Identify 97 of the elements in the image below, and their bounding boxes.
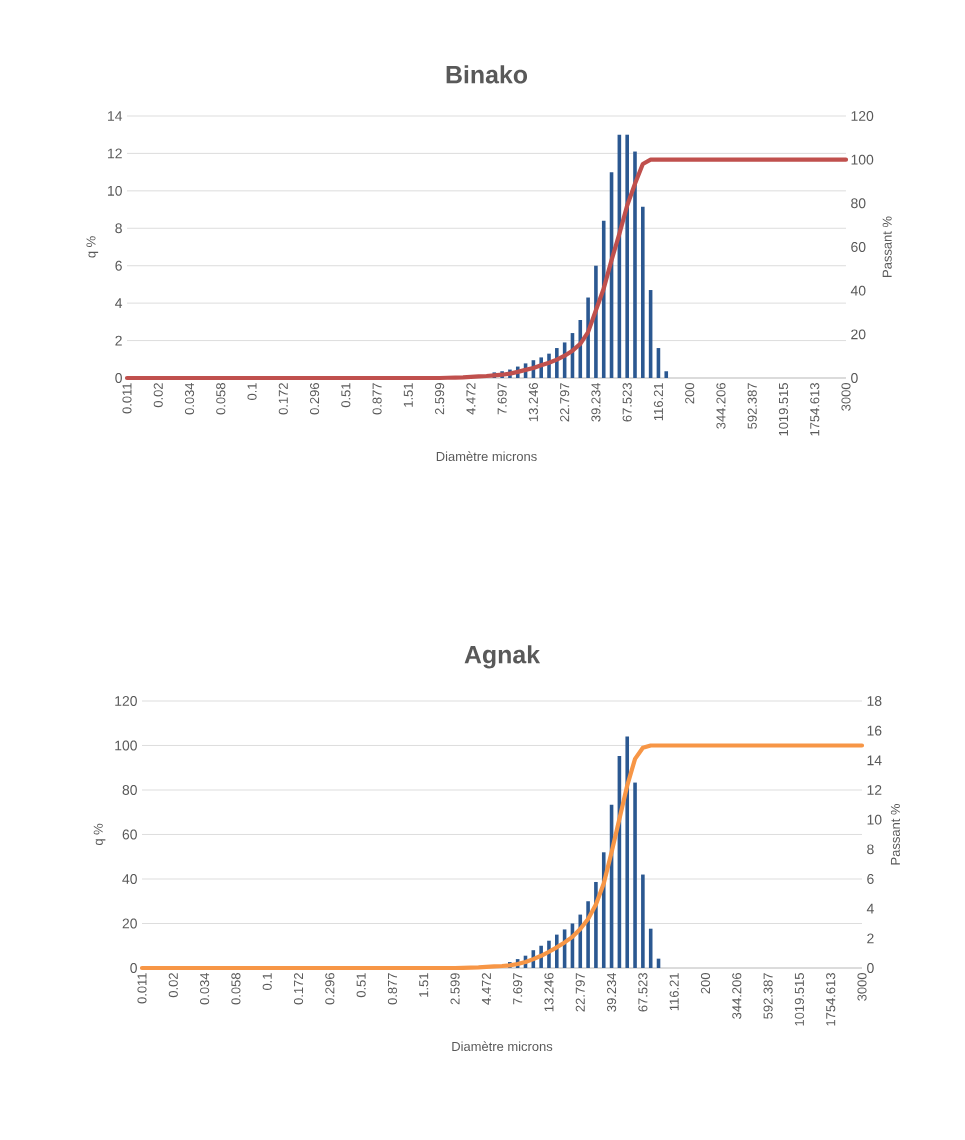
x-tick-label: 0.058 xyxy=(231,973,241,1005)
y2-tick-label: 8 xyxy=(867,844,874,855)
x-tick-label: 200 xyxy=(700,973,711,994)
y2-tick-label: 6 xyxy=(867,874,874,884)
x-tick-label: 39.234 xyxy=(591,382,601,422)
x-tick-label: 22.797 xyxy=(560,383,570,422)
y-tick-label: 12 xyxy=(108,148,122,159)
x-tick-label: 0.058 xyxy=(216,383,226,415)
y-tick-label: 80 xyxy=(122,785,137,795)
y2-tick-label: 16 xyxy=(867,725,882,736)
x-tick-label: 1.51 xyxy=(403,383,413,407)
bar xyxy=(625,134,629,378)
y2-tick-label: 100 xyxy=(851,154,874,165)
x-tick-label: 0.011 xyxy=(137,973,147,1004)
x-axis-title: Diamètre microns xyxy=(452,1041,553,1052)
y2-tick-label: 14 xyxy=(867,755,882,766)
x-tick-label: 592.387 xyxy=(747,383,757,429)
y2-tick-label: 20 xyxy=(851,329,866,340)
y2-tick-label: 4 xyxy=(866,903,874,914)
bar xyxy=(633,782,637,968)
y-tick-label: 100 xyxy=(115,740,137,751)
y2-tick-label: 12 xyxy=(867,785,882,795)
x-tick-label: 0.011 xyxy=(122,383,132,414)
chart-title: Agnak xyxy=(464,645,541,669)
x-tick-label: 67.523 xyxy=(638,973,648,1012)
y-tick-label: 20 xyxy=(122,918,137,929)
x-tick-label: 0.034 xyxy=(184,382,195,415)
y-axis-title: q % xyxy=(93,823,106,846)
x-tick-label: 1754.613 xyxy=(826,973,836,1026)
x-tick-label: 344.206 xyxy=(732,973,742,1019)
y2-tick-label: 0 xyxy=(851,373,858,383)
y-tick-label: 60 xyxy=(122,829,137,840)
y-tick-label: 10 xyxy=(108,185,122,196)
x-tick-label: 0.296 xyxy=(325,973,335,1005)
x-tick-label: 3000 xyxy=(857,973,867,1001)
bar xyxy=(641,874,645,968)
y-tick-label: 4 xyxy=(115,298,123,308)
x-tick-label: 116.21 xyxy=(653,383,664,421)
x-tick-label: 1019.515 xyxy=(794,973,804,1026)
y-tick-label: 120 xyxy=(115,696,137,706)
bar xyxy=(648,928,653,968)
x-tick-label: 344.206 xyxy=(716,383,726,429)
x-tick-label: 1754.613 xyxy=(810,383,820,436)
y2-tick-label: 0 xyxy=(867,963,874,973)
x-tick-label: 13.246 xyxy=(528,383,538,422)
y2-tick-label: 2 xyxy=(867,933,874,944)
y2-tick-label: 120 xyxy=(851,111,874,121)
chart-title: Binako xyxy=(446,65,528,84)
x-tick-label: 0.51 xyxy=(341,383,351,408)
x-tick-label: 7.697 xyxy=(497,383,507,415)
x-tick-label: 0.51 xyxy=(356,973,366,998)
bar xyxy=(633,151,637,378)
y2-tick-label: 18 xyxy=(867,696,882,706)
x-tick-label: 116.21 xyxy=(669,973,679,1011)
x-tick-label: 2.599 xyxy=(450,973,460,1005)
x-tick-label: 13.246 xyxy=(544,973,554,1012)
bar xyxy=(601,220,606,378)
x-tick-label: 0.02 xyxy=(168,973,178,998)
y-tick-label: 6 xyxy=(115,260,122,271)
y-tick-label: 8 xyxy=(115,223,122,234)
y2-axis-title: Passant % xyxy=(882,216,892,277)
y-tick-label: 0 xyxy=(115,373,122,383)
y-axis-title: q % xyxy=(86,236,99,258)
x-tick-label: 0.172 xyxy=(278,383,288,415)
y2-axis-title: Passant % xyxy=(890,804,900,865)
y-tick-label: 2 xyxy=(115,335,122,346)
y-tick-label: 0 xyxy=(130,963,137,973)
x-tick-label: 67.523 xyxy=(622,383,632,422)
x-tick-label: 22.797 xyxy=(575,973,585,1012)
x-tick-label: 0.877 xyxy=(387,973,398,1005)
x-tick-label: 2.599 xyxy=(435,383,445,415)
x-tick-label: 0.877 xyxy=(372,383,382,415)
x-tick-label: 39.234 xyxy=(606,972,617,1012)
x-tick-label: 0.296 xyxy=(309,383,320,415)
x-tick-label: 200 xyxy=(685,383,695,404)
x-tick-label: 0.034 xyxy=(200,972,210,1005)
y2-tick-label: 10 xyxy=(867,814,882,825)
y-tick-label: 14 xyxy=(108,111,123,121)
x-tick-label: 592.387 xyxy=(763,973,773,1019)
x-axis-title: Diamètre microns xyxy=(436,451,537,462)
x-tick-label: 3000 xyxy=(841,383,851,411)
x-tick-label: 7.697 xyxy=(513,973,523,1005)
y2-tick-label: 60 xyxy=(851,242,866,252)
x-tick-label: 0.02 xyxy=(153,383,163,408)
x-tick-label: 0.172 xyxy=(293,973,304,1005)
x-tick-label: 4.472 xyxy=(466,383,476,415)
x-tick-label: 0.1 xyxy=(247,383,257,401)
bar xyxy=(641,206,645,378)
bar xyxy=(625,736,630,968)
x-tick-label: 4.472 xyxy=(481,973,491,1005)
x-tick-label: 0.1 xyxy=(262,973,272,991)
y2-tick-label: 80 xyxy=(851,198,866,209)
bar xyxy=(664,371,669,378)
y2-tick-label: 40 xyxy=(850,285,866,296)
x-tick-label: 1019.515 xyxy=(778,383,789,436)
y-tick-label: 40 xyxy=(122,874,137,884)
x-tick-label: 1.51 xyxy=(419,973,429,997)
